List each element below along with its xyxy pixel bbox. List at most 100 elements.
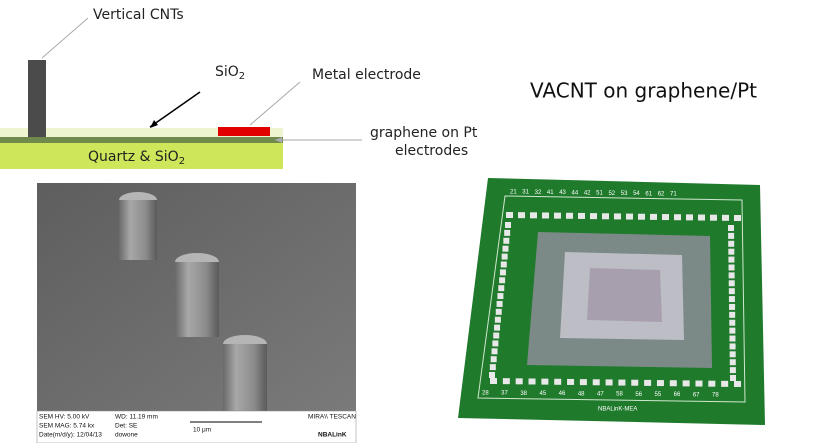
quartz-layer (0, 143, 283, 169)
pad (496, 300, 503, 307)
pad (708, 380, 716, 387)
pad (729, 335, 736, 342)
pad-number: 44 (572, 190, 579, 196)
pad-number: 56 (635, 392, 642, 398)
pad (494, 324, 501, 331)
scale-label: 10 μm (193, 427, 211, 434)
pcb-pads (489, 212, 741, 387)
pad (729, 327, 736, 334)
pad (498, 285, 505, 292)
pad (499, 269, 506, 276)
cnt-pillar (28, 60, 46, 137)
sem-info: MIRA\\ TESCAN (308, 414, 356, 421)
pad (656, 380, 664, 387)
pad (491, 348, 498, 355)
pad (728, 248, 735, 255)
pad (505, 222, 511, 228)
pad-number: 41 (547, 190, 554, 196)
pad (729, 343, 736, 350)
pad (490, 356, 497, 363)
pad (729, 311, 736, 318)
pad (730, 375, 736, 381)
pad-number: 61 (645, 191, 652, 197)
pad (489, 372, 495, 378)
pad (500, 261, 507, 268)
pad (567, 378, 575, 385)
sem-info: SEM MAG: 5.74 kx (39, 423, 95, 430)
label: Vertical CNTs (93, 7, 184, 23)
pcb-label: NBALinK-MEA (598, 407, 637, 413)
pad (489, 364, 496, 371)
pad (492, 340, 499, 347)
pad (578, 212, 585, 219)
pad (682, 380, 690, 387)
pad (734, 215, 741, 221)
pad (734, 381, 741, 387)
pad-number: 62 (658, 191, 665, 197)
pad-number: 47 (597, 392, 604, 398)
pad (602, 213, 609, 220)
sem-info: SEM HV: 5.00 kV (39, 414, 90, 421)
pad (541, 378, 549, 385)
pad (499, 277, 506, 284)
pad-number: 66 (674, 392, 681, 398)
sem-info-bar (36, 410, 357, 443)
label: Metal electrode (312, 67, 421, 83)
pad-number: 31 (522, 190, 529, 196)
sio2-layer (0, 128, 283, 138)
pad (605, 379, 613, 386)
label-part: SiO (215, 64, 239, 80)
pad-number: 21 (510, 190, 517, 196)
pad (722, 214, 729, 221)
pad (506, 212, 513, 218)
arrow (149, 91, 201, 128)
pad-number: 43 (559, 190, 566, 196)
pad (542, 212, 549, 219)
label-part: Quartz & SiO (88, 149, 179, 165)
pad (644, 379, 652, 386)
pad (728, 256, 735, 263)
pad-number: 54 (633, 191, 640, 197)
pad-number: 78 (712, 393, 719, 399)
graphene-layer (0, 137, 283, 143)
label: electrodes (395, 143, 468, 159)
pad (698, 214, 705, 221)
pad (614, 213, 621, 220)
pad (501, 253, 508, 260)
pad-number: 58 (616, 392, 623, 398)
pad-number: 51 (596, 191, 603, 197)
label: SiO2 (215, 64, 245, 82)
metal-electrode (218, 127, 270, 136)
pad-number: 48 (578, 391, 585, 397)
pad (528, 378, 536, 385)
pad (729, 367, 736, 374)
pad (554, 212, 561, 219)
sem-info: dowone (115, 432, 138, 439)
pad-number: 52 (608, 191, 615, 197)
pad (662, 214, 669, 221)
arrowhead (150, 120, 158, 128)
pad (493, 332, 500, 339)
pcb-frame (477, 195, 746, 403)
label-sub: 2 (239, 71, 245, 82)
pad (728, 288, 735, 295)
pad (592, 379, 600, 386)
pad (728, 232, 735, 239)
sem-info: Date(m/d/y): 12/04/13 (39, 432, 102, 439)
pad (728, 272, 735, 279)
pad (728, 280, 735, 287)
pad (515, 378, 523, 385)
pad-number: 37 (501, 391, 508, 397)
arrowhead (275, 137, 282, 143)
pad (530, 212, 537, 219)
pad (495, 308, 502, 315)
pad (618, 379, 626, 386)
pad (502, 245, 509, 252)
pad (638, 213, 645, 220)
pad (729, 359, 736, 366)
pad (728, 296, 735, 303)
pad (503, 237, 510, 244)
pad-labels: 21 31 32 41 43 44 42 51 52 53 54 61 62 71 28 37 38 45 46 48… (482, 190, 719, 399)
